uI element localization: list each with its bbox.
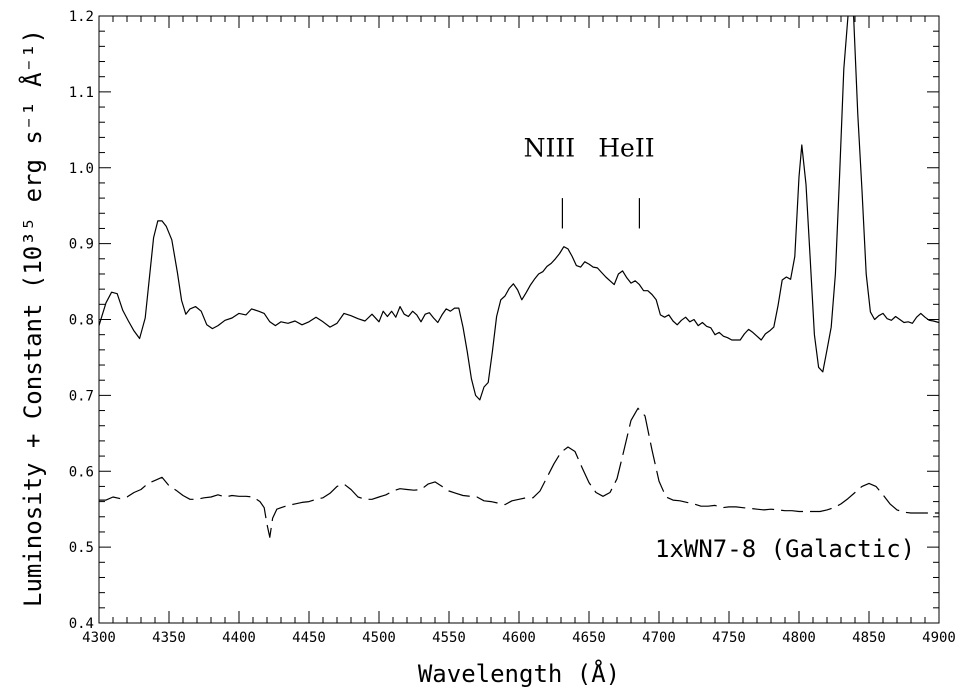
labels: Wavelength (Å) Luminosity + Constant (10… <box>18 9 956 688</box>
x-tick-label: 4450 <box>292 630 326 646</box>
x-tick-label: 4850 <box>852 630 886 646</box>
line-annotation-label: HeII <box>598 133 654 162</box>
line-annotation-label: NIII <box>524 133 576 162</box>
x-tick-label: 4400 <box>222 630 256 646</box>
plot-area <box>99 16 939 623</box>
axes <box>98 15 940 624</box>
solid-series-line-b <box>853 16 939 324</box>
x-tick-label: 4550 <box>432 630 466 646</box>
plot-background <box>99 16 939 623</box>
x-tick-label: 4350 <box>152 630 186 646</box>
y-tick-label: 0.8 <box>69 313 94 329</box>
y-axis-title: Luminosity + Constant (10³⁵ erg s⁻¹ Å⁻¹) <box>18 29 47 607</box>
x-tick-label: 4800 <box>782 630 816 646</box>
solid-series-line <box>99 16 849 401</box>
y-tick-label: 0.9 <box>69 237 94 253</box>
y-tick-label: 0.4 <box>69 616 94 632</box>
y-tick-label: 1.2 <box>69 9 94 25</box>
series-layer <box>99 16 939 538</box>
dashed-series-line <box>99 407 939 538</box>
x-tick-label: 4700 <box>642 630 676 646</box>
y-tick-label: 0.5 <box>69 540 94 556</box>
x-tick-label: 4900 <box>922 630 956 646</box>
y-tick-label: 0.6 <box>69 464 94 480</box>
x-tick-label: 4600 <box>502 630 536 646</box>
x-tick-label: 4650 <box>572 630 606 646</box>
x-tick-label: 4750 <box>712 630 746 646</box>
x-tick-label: 4500 <box>362 630 396 646</box>
y-tick-label: 0.7 <box>69 388 94 404</box>
series-label: 1xWN7-8 (Galactic) <box>655 535 915 563</box>
y-tick-label: 1.1 <box>69 85 94 101</box>
x-tick-label: 4300 <box>82 630 116 646</box>
x-axis-title: Wavelength (Å) <box>418 659 620 688</box>
y-tick-label: 1.0 <box>69 161 94 177</box>
